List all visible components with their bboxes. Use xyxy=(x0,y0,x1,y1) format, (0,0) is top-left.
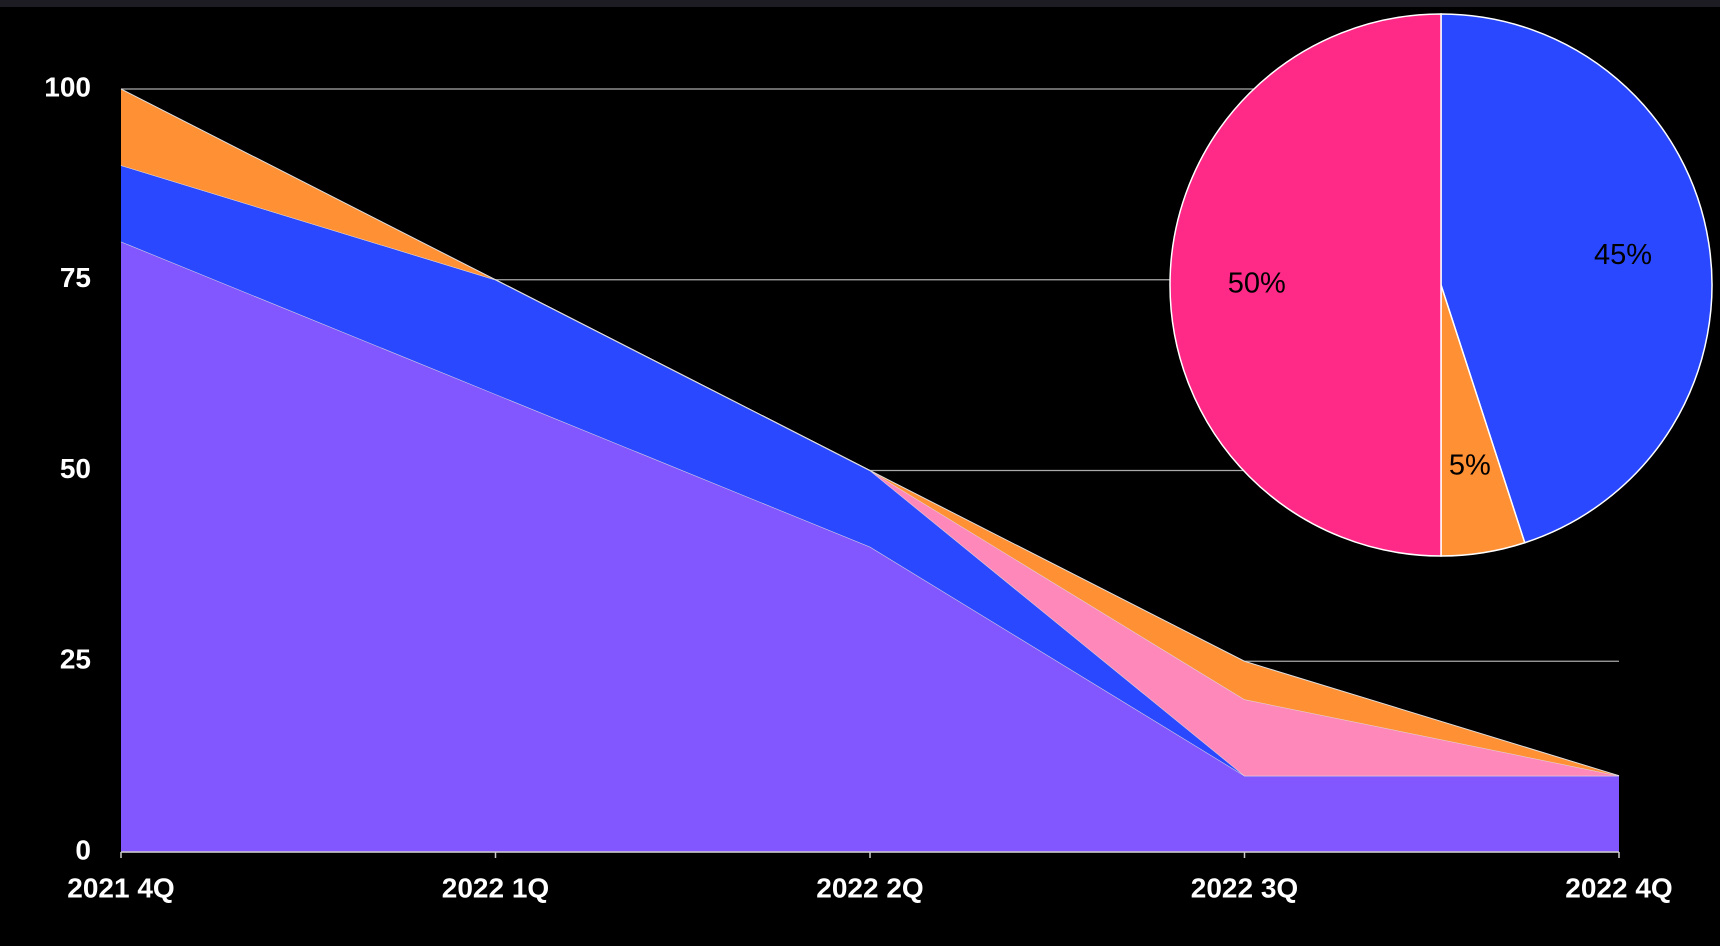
x-tick-label: 2022 2Q xyxy=(816,872,923,903)
y-tick-label: 50 xyxy=(60,453,91,484)
x-tick-label: 2021 4Q xyxy=(67,872,174,903)
x-tick-label: 2022 1Q xyxy=(442,872,549,903)
pie-label: 5% xyxy=(1449,450,1491,482)
x-tick-label: 2022 3Q xyxy=(1191,872,1298,903)
top-bar xyxy=(0,0,1720,7)
x-tick-label: 2022 4Q xyxy=(1565,872,1672,903)
y-tick-label: 75 xyxy=(60,262,91,293)
area-edge xyxy=(120,88,1620,777)
pie-label: 50% xyxy=(1228,268,1286,300)
pie-label: 45% xyxy=(1594,239,1652,271)
y-tick-label: 100 xyxy=(44,71,91,102)
y-tick-label: 25 xyxy=(60,644,91,675)
pie-slice xyxy=(1440,13,1713,544)
pie-slice xyxy=(1169,13,1442,557)
y-tick-label: 0 xyxy=(75,834,91,865)
